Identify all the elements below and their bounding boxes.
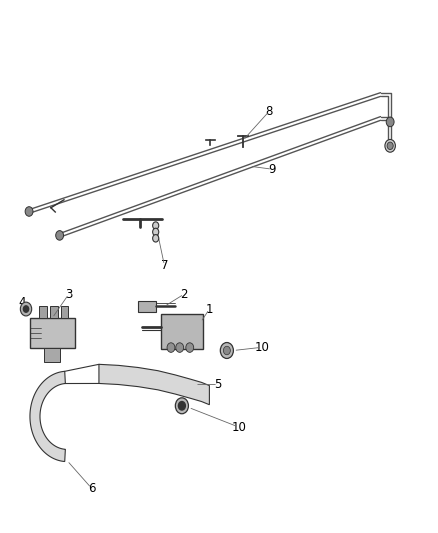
Polygon shape bbox=[30, 372, 65, 462]
Bar bbox=[44, 348, 60, 362]
Bar bbox=[50, 306, 58, 318]
Circle shape bbox=[178, 401, 185, 410]
Circle shape bbox=[23, 306, 28, 312]
Circle shape bbox=[385, 140, 396, 152]
Text: 10: 10 bbox=[231, 421, 246, 433]
Text: 9: 9 bbox=[268, 163, 276, 176]
Text: 4: 4 bbox=[19, 296, 26, 309]
Bar bbox=[60, 306, 68, 318]
Text: 6: 6 bbox=[88, 482, 95, 495]
Circle shape bbox=[220, 343, 233, 359]
FancyBboxPatch shape bbox=[29, 318, 75, 348]
FancyBboxPatch shape bbox=[161, 314, 203, 349]
Circle shape bbox=[386, 117, 394, 127]
Circle shape bbox=[223, 346, 230, 355]
Text: 3: 3 bbox=[65, 288, 72, 301]
Polygon shape bbox=[99, 365, 209, 405]
Circle shape bbox=[25, 207, 33, 216]
Circle shape bbox=[152, 222, 159, 229]
Text: 7: 7 bbox=[161, 259, 168, 272]
Circle shape bbox=[175, 398, 188, 414]
Text: 10: 10 bbox=[254, 341, 269, 354]
Circle shape bbox=[186, 343, 194, 352]
Bar bbox=[39, 306, 46, 318]
Circle shape bbox=[167, 343, 175, 352]
Text: 1: 1 bbox=[206, 303, 213, 316]
Circle shape bbox=[387, 142, 393, 150]
Circle shape bbox=[152, 235, 159, 242]
Circle shape bbox=[56, 231, 64, 240]
Text: 5: 5 bbox=[215, 378, 222, 391]
Circle shape bbox=[152, 228, 159, 236]
Bar bbox=[138, 301, 155, 312]
Text: 8: 8 bbox=[265, 105, 273, 118]
Circle shape bbox=[20, 302, 32, 316]
Text: 2: 2 bbox=[180, 288, 188, 301]
Circle shape bbox=[176, 343, 184, 352]
